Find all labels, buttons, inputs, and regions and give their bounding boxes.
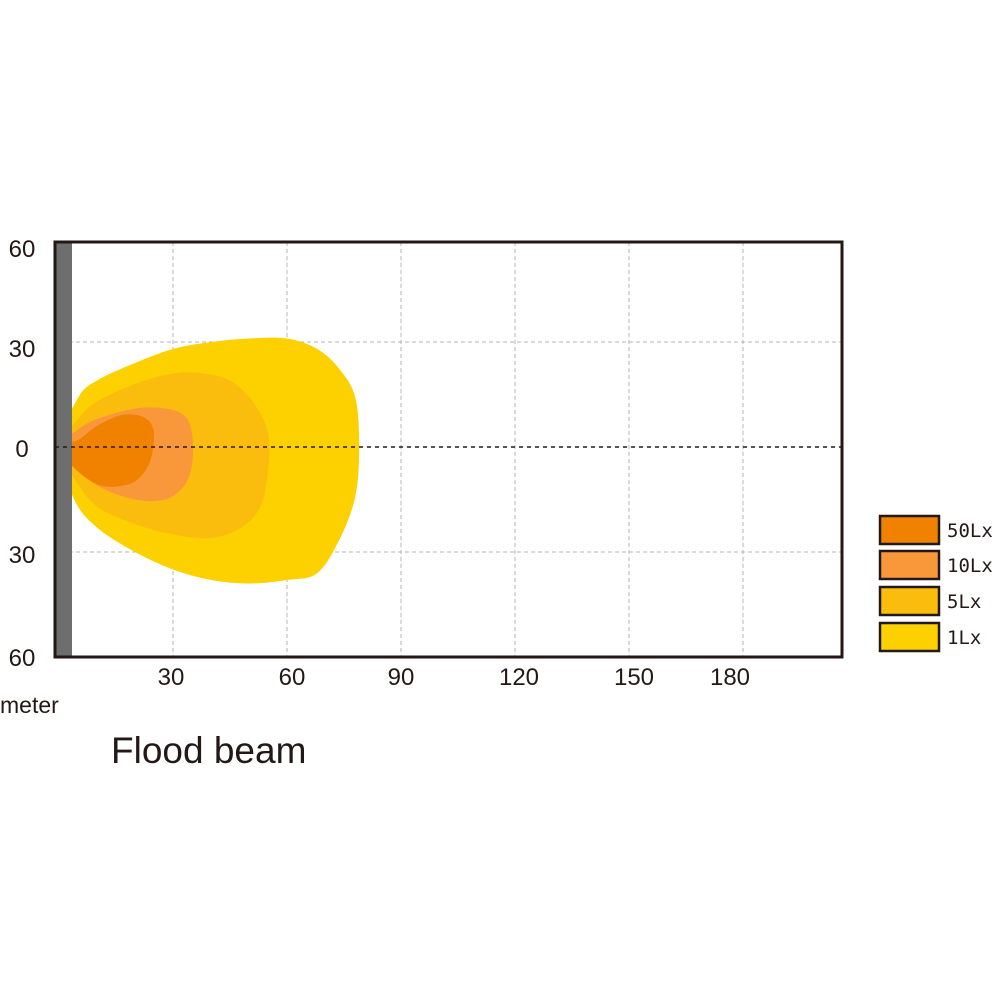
legend-swatch xyxy=(878,549,941,581)
x-tick-label: 60 xyxy=(279,664,306,691)
x-tick-label: 120 xyxy=(499,664,539,691)
beam-area-50lx xyxy=(59,414,154,487)
legend-swatch xyxy=(878,585,941,617)
beam-areas xyxy=(58,337,360,584)
y-tick-label: 60 xyxy=(9,645,36,672)
grid-lines xyxy=(55,242,842,657)
x-tick-label: 90 xyxy=(388,664,415,691)
legend-swatch xyxy=(878,514,941,546)
legend-label: 5Lx xyxy=(947,591,981,613)
plot-frame xyxy=(53,240,844,659)
x-tick-labels: 30 60 90 120 150 180 xyxy=(158,664,750,691)
chart-title: Flood beam xyxy=(111,730,306,771)
legend-label: 50Lx xyxy=(947,520,993,542)
x-tick-label: 180 xyxy=(710,664,750,691)
y-tick-label: 30 xyxy=(9,542,36,569)
legend: 50Lx 10Lx 5Lx 1Lx xyxy=(878,514,993,653)
x-tick-label: 150 xyxy=(614,664,654,691)
y-tick-label: 60 xyxy=(9,236,36,263)
x-axis-unit-label: meter xyxy=(0,692,59,718)
y-tick-labels: 60 30 0 30 60 xyxy=(9,236,36,672)
legend-label: 10Lx xyxy=(947,555,993,577)
lamp-bar xyxy=(55,242,72,657)
x-tick-label: 30 xyxy=(158,664,185,691)
y-tick-label: 30 xyxy=(9,336,36,363)
y-tick-label: 0 xyxy=(15,436,28,463)
legend-swatch xyxy=(878,621,941,653)
legend-label: 1Lx xyxy=(947,627,981,649)
